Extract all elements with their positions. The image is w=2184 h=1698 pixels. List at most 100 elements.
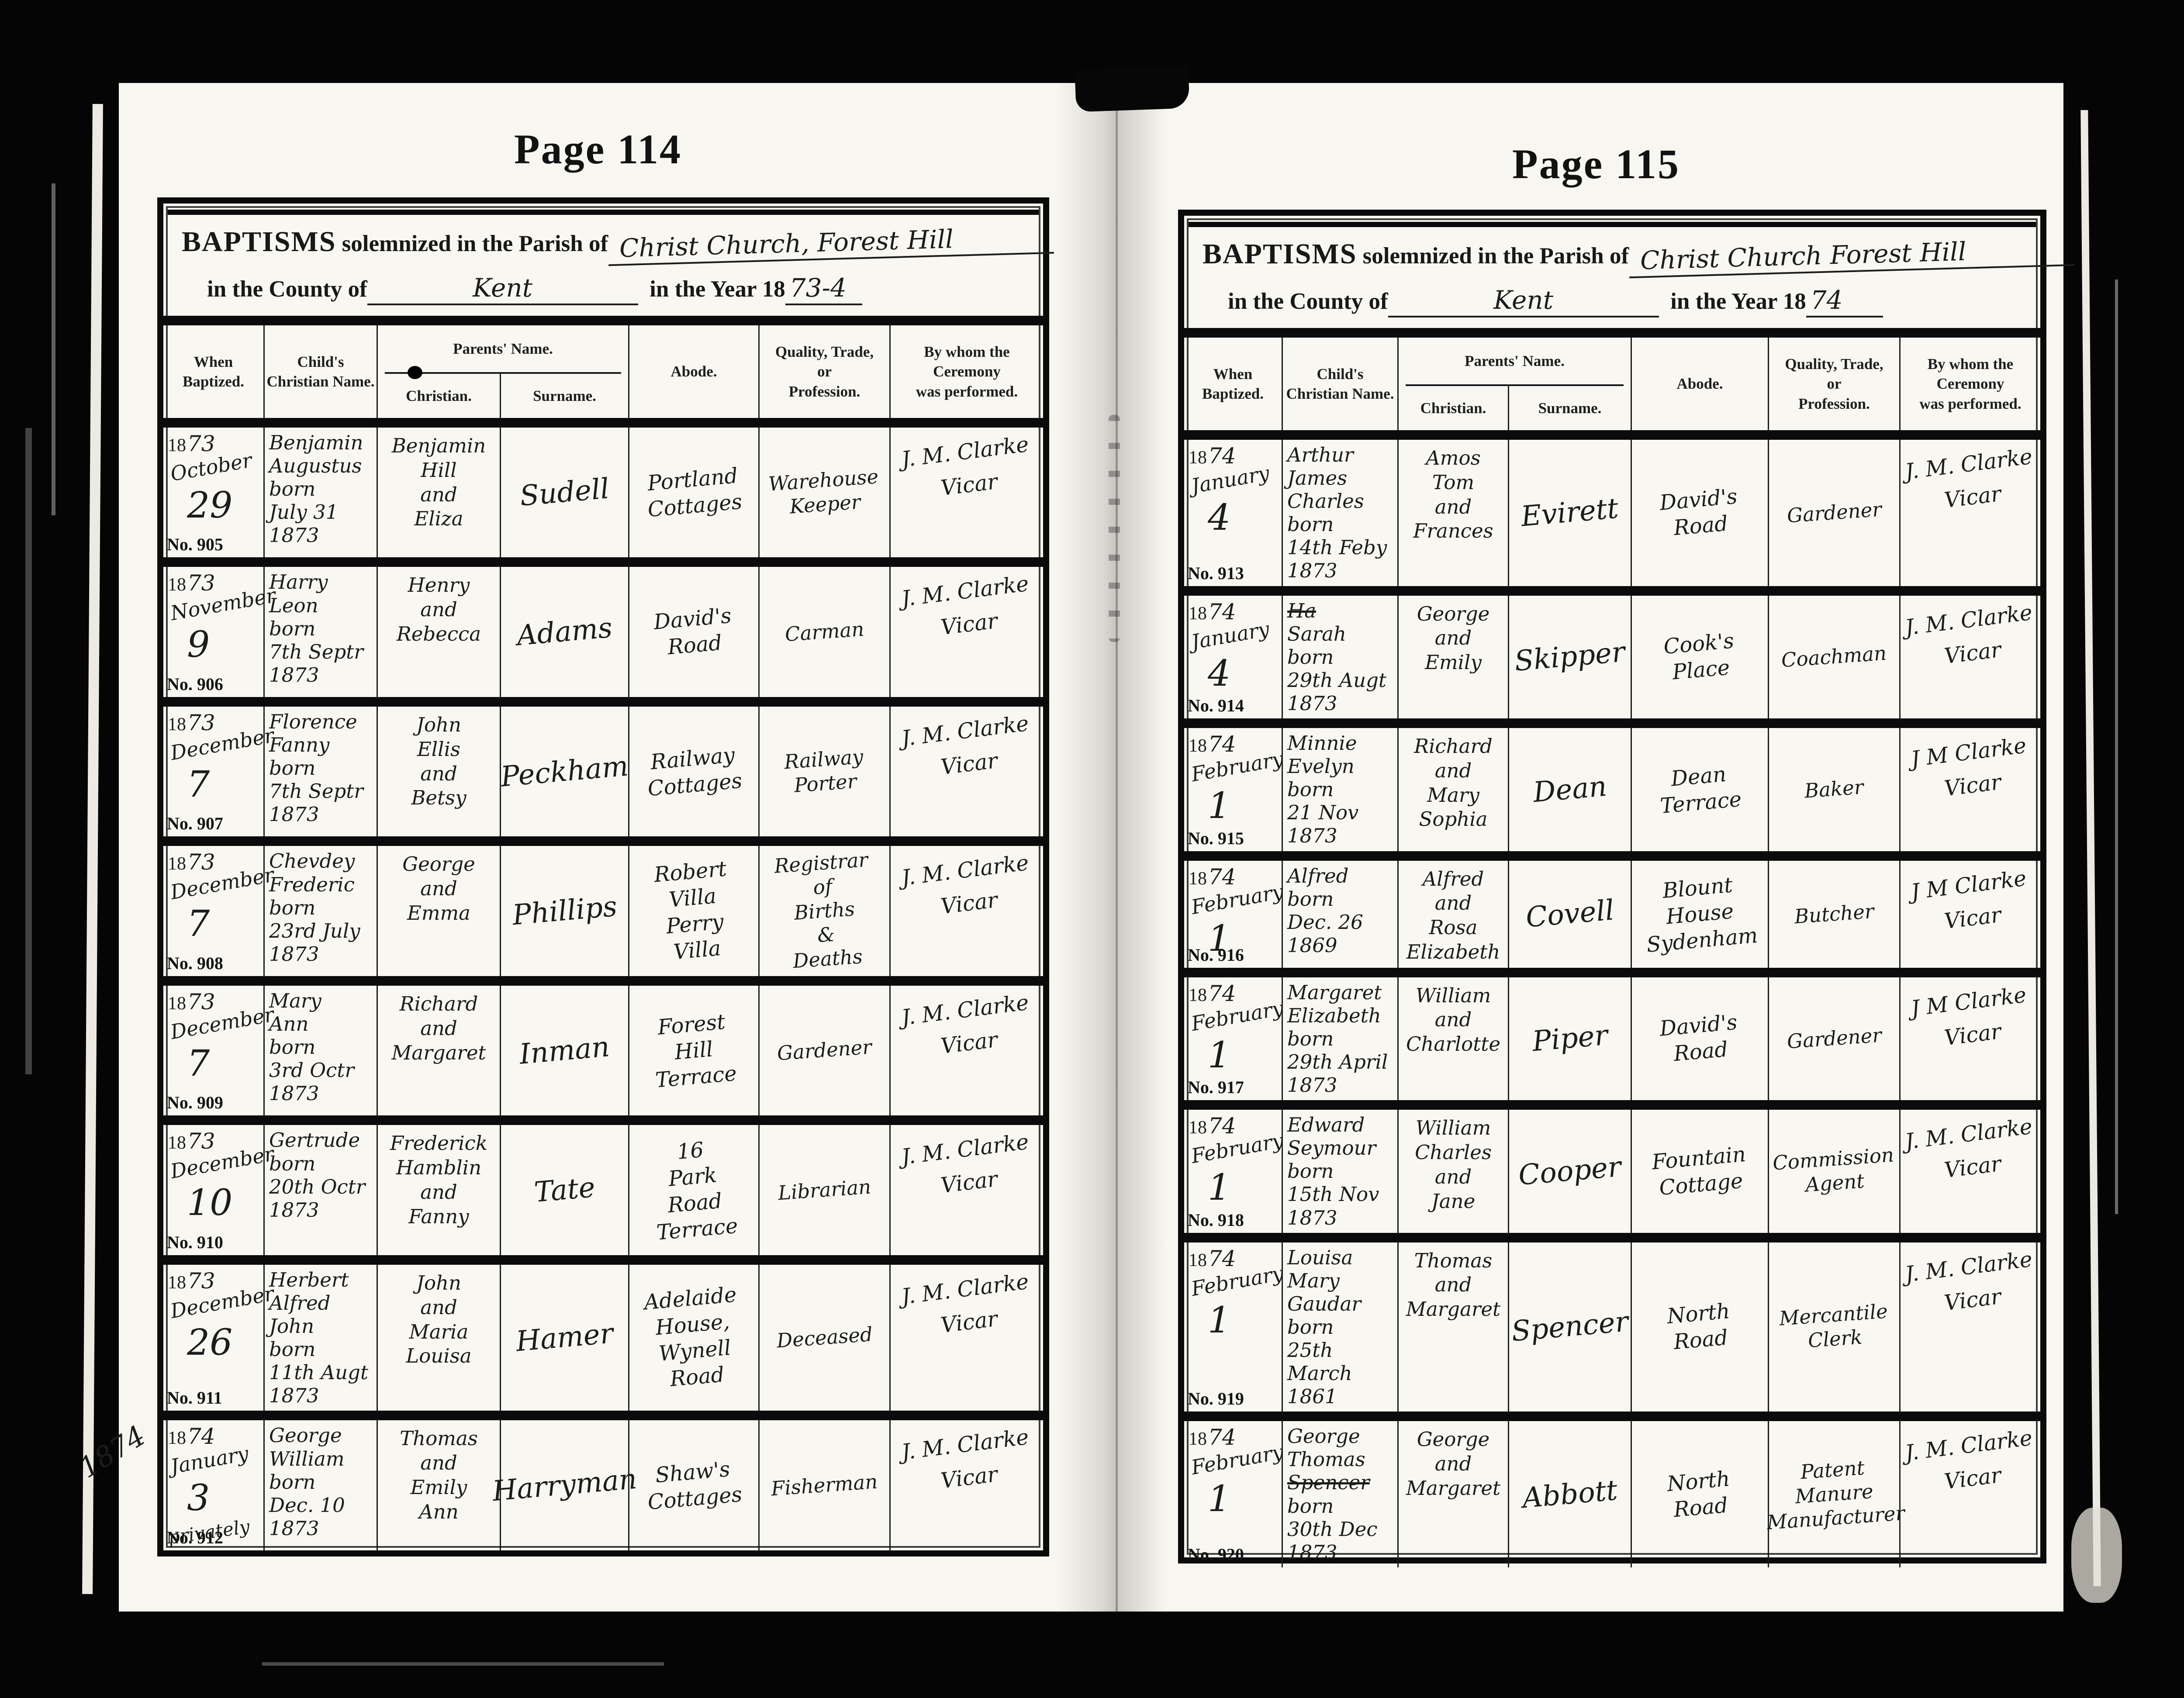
profession-cell: Librarian — [760, 1125, 891, 1255]
officiant-cell: J. M. Clarke Vicar — [1901, 1242, 2040, 1412]
abode-cell: David's Road — [1632, 440, 1769, 586]
year-label: in the Year 18 — [650, 276, 785, 302]
surname-text: Spencer — [1510, 1305, 1630, 1349]
parents-christian-text: Richard and Mary Sophia — [1414, 735, 1493, 831]
officiant-cell: J. M. Clarke Vicar — [891, 1125, 1043, 1255]
abode-text: Fountain Cottage — [1651, 1142, 1747, 1201]
child-name-text: Louisa Mary Gaudar born 25th March 1861 — [1287, 1246, 1361, 1408]
register-row: 1873 December 7 No. 907 Florence Fanny born … — [163, 697, 1043, 837]
divider-bar — [163, 316, 1043, 325]
column-header-row: When Baptized. Child's Christian Name. P… — [1184, 338, 2040, 430]
entry-number: No. 906 — [167, 674, 223, 694]
abode-text: Railway Cottages — [646, 742, 743, 801]
abode-wrap: David's Road — [1636, 443, 1763, 583]
county-label: in the County of — [207, 276, 367, 302]
profession-wrap: Gardener — [1773, 443, 1895, 583]
parents-christian-cell: William and Charlotte — [1399, 977, 1509, 1101]
officiant-cell: J M Clarke Vicar — [1901, 728, 2040, 851]
surname-text: Peckham — [499, 750, 630, 794]
col-by-whom: By whom the Ceremony was performed. — [916, 343, 1018, 400]
col-parents-name: Parents' Name. Christian. Surname. — [1399, 338, 1632, 430]
col-abode: Abode. — [1632, 338, 1769, 430]
when-baptized-cell: 1873 December 10 No. 910 — [163, 1125, 276, 1255]
abode-wrap: Fountain Cottage — [1636, 1113, 1763, 1229]
entry-year: 73 — [187, 1129, 215, 1154]
parents-surname-cell: Phillips — [501, 846, 629, 976]
abode-wrap: David's Road — [1636, 981, 1763, 1097]
col-childs-name: Child's Christian Name. — [1283, 338, 1399, 430]
officiant-text: J. M. Clarke Vicar — [1904, 1114, 2034, 1183]
surname-wrap: Evirett — [1514, 443, 1626, 583]
entry-year-prefix: 18 — [1189, 448, 1207, 468]
officiant-cell: J. M. Clarke Vicar — [891, 1420, 1043, 1550]
when-baptized-cell: 1874 1874 January 3 privately No. 912 — [74, 1420, 265, 1550]
gutter-crease — [1116, 83, 1118, 1612]
entry-year-prefix: 18 — [168, 993, 186, 1014]
child-name-text: Alfred born Dec. 26 1869 — [1287, 864, 1363, 957]
abode-wrap: David's Road — [634, 570, 754, 693]
entry-year: 73 — [187, 989, 215, 1015]
abode-cell: Fountain Cottage — [1632, 1110, 1769, 1233]
register-row: 1873 December 10 No. 910 Gertrude born 20th … — [163, 1115, 1043, 1255]
officiant-text: J. M. Clarke Vicar — [1904, 600, 2034, 669]
when-baptized-cell: 1874 February 1 No. 920 — [1184, 1421, 1285, 1567]
child-name-cell: Louisa Mary Gaudar born 25th March 1861 — [1283, 1242, 1399, 1412]
gutter-specks — [1109, 415, 1120, 642]
profession-text: Mercantile Clerk — [1778, 1299, 1888, 1352]
county-handwritten: Kent — [1388, 285, 1659, 318]
profession-text: Coachman — [1780, 641, 1888, 672]
entry-year-line: 1873 — [168, 849, 259, 875]
entry-year-line: 1873 — [168, 989, 259, 1015]
parents-surname-cell: Harryman — [491, 1420, 638, 1550]
profession-cell: Railway Porter — [760, 706, 891, 837]
officiant-text: J M Clarke Vicar — [1909, 733, 2028, 801]
entry-number: No. 910 — [167, 1232, 223, 1252]
entry-year-prefix: 18 — [168, 1272, 186, 1293]
entry-day: 1 — [1208, 1167, 1231, 1209]
parents-surname-cell: Peckham — [499, 706, 630, 837]
child-name-cell: George William born Dec. 10 1873 — [265, 1420, 378, 1550]
heading-line-county-year: in the County of Kent in the Year 18 74 — [1228, 285, 2025, 318]
child-name-text: Herbert Alfred John born 11th Augt 1873 — [269, 1268, 368, 1408]
abode-cell: Railway Cottages — [629, 706, 760, 837]
entry-year-prefix: 18 — [1189, 1429, 1207, 1450]
entry-year-prefix: 18 — [1189, 1250, 1207, 1270]
abode-wrap: Forest Hill Terrace — [634, 989, 754, 1112]
parents-christian-cell: John Ellis and Betsy — [378, 706, 501, 837]
divider-bar — [1184, 328, 2040, 338]
profession-cell: Warehouse Keeper — [760, 428, 891, 558]
profession-wrap: Gardener — [1773, 981, 1895, 1097]
abode-wrap: Portland Cottages — [634, 431, 754, 554]
col-quality: Quality, Trade, or Profession. — [1769, 338, 1901, 430]
officiant-cell: J. M. Clarke Vicar — [891, 846, 1043, 976]
abode-text: North Road — [1666, 1299, 1731, 1355]
entry-day: 4 — [1208, 497, 1231, 538]
entry-year-prefix: 18 — [1189, 1118, 1207, 1138]
register-table-right: BAPTISMS solemnized in the Parish of Chri… — [1178, 210, 2075, 1567]
officiant-text: J. M. Clarke Vicar — [900, 850, 1030, 919]
entry-number: No. 918 — [1188, 1210, 1244, 1230]
abode-wrap: North Road — [1636, 1246, 1763, 1408]
profession-cell: Commission Agent — [1769, 1110, 1901, 1233]
profession-wrap: Patent Manure Manufacturer — [1766, 1425, 1905, 1564]
register-row: 1874 January 4 No. 914 Ha Sarah born 29th Aug… — [1184, 586, 2040, 719]
when-baptized-cell: 1874 January 4 No. 913 — [1184, 440, 1283, 586]
entry-year-prefix: 18 — [168, 854, 186, 874]
profession-text: Gardener — [1786, 1023, 1882, 1053]
parents-christian-text: George and Emily — [1417, 602, 1490, 674]
child-name-text: Gertrude born 20th Octr 1873 — [269, 1129, 366, 1222]
parish-handwritten: Christ Church, Forest Hill — [608, 221, 1054, 266]
parents-surname-cell: Inman — [501, 985, 629, 1116]
parents-christian-cell: Amos Tom and Frances — [1399, 440, 1509, 586]
when-baptized-cell: 1874 January 4 No. 914 — [1184, 595, 1283, 719]
officiant-cell: J. M. Clarke Vicar — [1901, 596, 2040, 718]
entry-year: 73 — [187, 849, 215, 875]
child-name-text: Margaret Elizabeth born 29th April 1873 — [1287, 980, 1388, 1097]
year-label: in the Year 18 — [1670, 289, 1806, 314]
entry-year: 74 — [1208, 599, 1236, 625]
parents-christian-text: Frederick Hamblin and Fanny — [390, 1132, 488, 1228]
when-baptized-cell: 1873 December 7 No. 909 — [163, 985, 276, 1116]
entry-number: No. 911 — [167, 1388, 222, 1408]
surname-wrap: Tate — [505, 1129, 624, 1251]
officiant-cell: J M Clarke Vicar — [1901, 861, 2040, 968]
